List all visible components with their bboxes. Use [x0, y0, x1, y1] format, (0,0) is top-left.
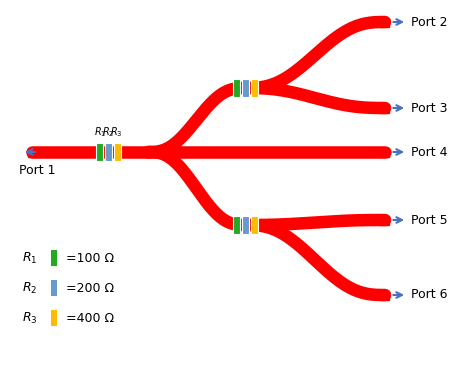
Bar	[27, 148, 36, 157]
Text: $R_1$: $R_1$	[94, 125, 106, 139]
Bar	[95, 143, 102, 161]
Bar	[381, 17, 390, 26]
Text: Port 2: Port 2	[411, 16, 447, 29]
Text: =400 Ω: =400 Ω	[66, 312, 114, 325]
Bar	[381, 216, 390, 224]
Text: $R_2$: $R_2$	[102, 125, 114, 139]
Text: Port 6: Port 6	[411, 289, 447, 302]
Bar	[381, 104, 390, 112]
Text: $R_3$: $R_3$	[22, 311, 37, 325]
Bar	[381, 148, 390, 157]
Bar	[51, 310, 57, 326]
Text: Port 5: Port 5	[411, 213, 447, 227]
Bar	[113, 143, 120, 161]
Bar	[381, 290, 390, 299]
Text: Port 1: Port 1	[19, 164, 55, 177]
Text: =200 Ω: =200 Ω	[66, 282, 114, 295]
Bar	[241, 79, 248, 97]
Bar	[104, 143, 111, 161]
Text: =100 Ω: =100 Ω	[66, 252, 114, 265]
Text: Port 4: Port 4	[411, 145, 447, 158]
Bar	[233, 216, 239, 234]
Text: $R_2$: $R_2$	[22, 280, 37, 296]
Bar	[250, 79, 257, 97]
Bar	[241, 216, 248, 234]
Bar	[233, 79, 239, 97]
Bar	[51, 250, 57, 266]
Bar	[250, 216, 257, 234]
Text: Port 3: Port 3	[411, 102, 447, 115]
Text: $R_3$: $R_3$	[109, 125, 122, 139]
Text: $R_1$: $R_1$	[22, 250, 37, 266]
Bar	[51, 280, 57, 296]
